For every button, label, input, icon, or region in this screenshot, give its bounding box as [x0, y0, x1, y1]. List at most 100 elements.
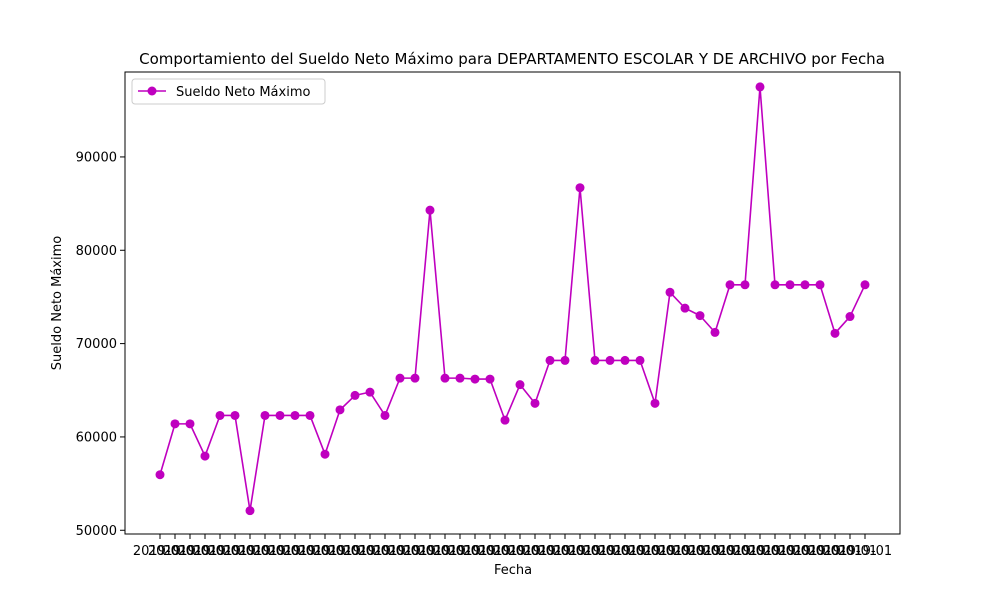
data-point: [455, 373, 465, 383]
x-tick-label: 2019-01: [133, 544, 187, 559]
x-tick-label: 2019-01: [208, 544, 262, 559]
x-tick-label: 2019-01: [523, 544, 577, 559]
legend: Sueldo Neto Máximo: [131, 78, 326, 105]
x-tick-label: 2019-01: [823, 544, 877, 559]
x-tick-label: 2019-01: [493, 544, 547, 559]
x-tick-label: 2019-01: [298, 544, 352, 559]
x-tick-label: 2019-01: [313, 544, 367, 559]
y-tick-label: 60000: [76, 430, 117, 445]
data-point: [800, 280, 810, 290]
legend-entry-label: Sueldo Neto Máximo: [176, 85, 310, 100]
x-tick-label: 2019-01: [328, 544, 382, 559]
x-tick-label: 2019-01: [283, 544, 337, 559]
data-point: [425, 205, 435, 215]
legend-box: [131, 78, 326, 105]
data-point: [515, 380, 525, 390]
data-point: [485, 374, 495, 384]
data-point: [170, 419, 180, 429]
y-axis: 50000 60000 70000 80000 90000: [76, 150, 125, 539]
legend-marker-swatch: [147, 86, 157, 96]
x-tick-label: 2019-01: [358, 544, 412, 559]
data-point: [395, 373, 405, 383]
y-tick-label: 90000: [76, 150, 117, 165]
x-tick-label: 2019-01: [688, 544, 742, 559]
y-axis-label: Sueldo Neto Máximo: [50, 236, 65, 370]
data-point: [365, 387, 375, 397]
y-tick-label: 50000: [76, 524, 117, 539]
x-tick-label: 2019-01: [763, 544, 817, 559]
data-point: [380, 410, 390, 420]
series-markers: [155, 82, 870, 516]
data-point: [770, 280, 780, 290]
data-point: [350, 390, 360, 400]
data-point: [620, 355, 630, 365]
data-point: [185, 419, 195, 429]
x-tick-label: 2019-01: [478, 544, 532, 559]
data-point: [260, 410, 270, 420]
data-point: [590, 355, 600, 365]
data-point: [320, 449, 330, 459]
data-point: [215, 410, 225, 420]
data-point: [695, 311, 705, 321]
data-point: [725, 280, 735, 290]
x-axis: 2019-012019-012019-012019-012019-012019-…: [133, 534, 892, 559]
data-point: [845, 312, 855, 322]
data-point: [680, 303, 690, 313]
data-point: [275, 410, 285, 420]
data-point: [650, 398, 660, 408]
x-tick-label: 2019-01: [718, 544, 772, 559]
data-point: [200, 451, 210, 461]
data-point: [755, 82, 765, 92]
data-point: [710, 327, 720, 337]
x-tick-label: 2019-01: [838, 544, 892, 559]
data-point: [305, 410, 315, 420]
x-tick-label: 2019-01: [388, 544, 442, 559]
x-tick-label: 2019-01: [568, 544, 622, 559]
x-tick-label: 2019-01: [703, 544, 757, 559]
x-tick-label: 2019-01: [643, 544, 697, 559]
x-tick-label: 2019-01: [613, 544, 667, 559]
x-tick-label: 2019-01: [733, 544, 787, 559]
data-point: [815, 280, 825, 290]
x-tick-label: 2019-01: [583, 544, 637, 559]
data-point: [785, 280, 795, 290]
data-point: [545, 355, 555, 365]
plot-frame: [124, 71, 901, 535]
x-tick-label: 2019-01: [403, 544, 457, 559]
data-point: [635, 355, 645, 365]
data-point: [830, 328, 840, 338]
data-point: [290, 410, 300, 420]
data-point: [665, 287, 675, 297]
x-tick-label: 2019-01: [178, 544, 232, 559]
x-tick-label: 2019-01: [778, 544, 832, 559]
x-tick-label: 2019-01: [793, 544, 847, 559]
data-point: [740, 280, 750, 290]
x-tick-label: 2019-01: [373, 544, 427, 559]
x-tick-label: 2019-01: [253, 544, 307, 559]
data-point: [155, 470, 165, 480]
chart-title: Comportamiento del Sueldo Neto Máximo pa…: [139, 50, 885, 68]
data-point: [335, 405, 345, 415]
x-tick-label: 2019-01: [193, 544, 247, 559]
data-point: [230, 410, 240, 420]
x-axis-label: Fecha: [494, 563, 532, 578]
x-tick-label: 2019-01: [748, 544, 802, 559]
x-tick-label: 2019-01: [658, 544, 712, 559]
x-tick-label: 2019-01: [598, 544, 652, 559]
data-point: [245, 506, 255, 516]
x-tick-label: 2019-01: [163, 544, 217, 559]
x-tick-label: 2019-01: [538, 544, 592, 559]
x-tick-label: 2019-01: [268, 544, 322, 559]
x-tick-label: 2019-01: [418, 544, 472, 559]
data-point: [500, 415, 510, 425]
x-tick-label: 2019-01: [463, 544, 517, 559]
data-point: [605, 355, 615, 365]
x-tick-label: 2019-01: [808, 544, 862, 559]
x-tick-label: 2019-01: [628, 544, 682, 559]
data-point: [860, 280, 870, 290]
data-point: [530, 398, 540, 408]
x-tick-label: 2019-01: [553, 544, 607, 559]
x-tick-label: 2019-01: [433, 544, 487, 559]
x-tick-label: 2019-01: [223, 544, 277, 559]
